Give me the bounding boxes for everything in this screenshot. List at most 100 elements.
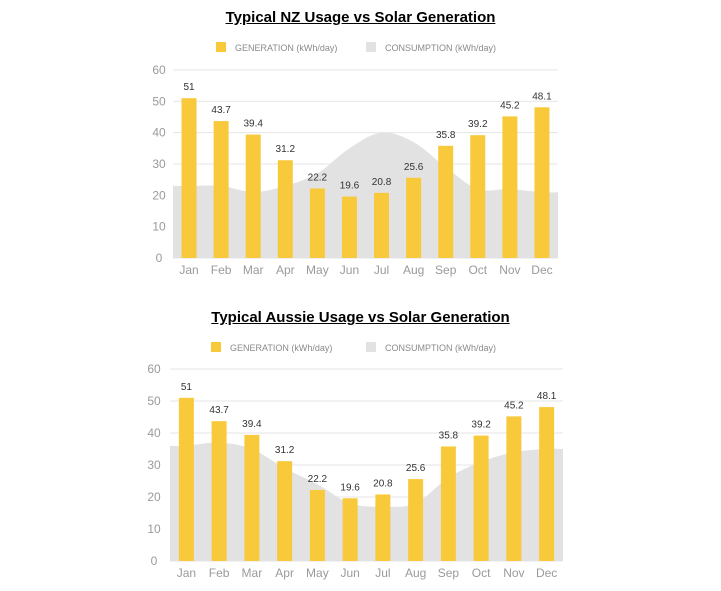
bar-jan [178, 397, 194, 561]
value-label: 31.2 [275, 445, 295, 456]
value-label: 35.8 [436, 130, 456, 141]
value-label: 51 [183, 82, 195, 93]
value-label: 25.6 [404, 162, 424, 173]
value-label: 31.2 [276, 144, 296, 155]
value-label: 20.8 [373, 478, 393, 489]
value-label: 25.6 [406, 463, 426, 474]
generation-bars [181, 98, 550, 258]
value-label: 35.8 [439, 430, 459, 441]
x-tick-label: May [306, 263, 329, 277]
y-tick-label: 0 [151, 554, 158, 568]
value-label: 51 [181, 382, 193, 393]
y-tick-label: 0 [156, 251, 163, 265]
legend: GENERATION (kWh/day) CONSUMPTION (kWh/day… [211, 342, 496, 353]
y-tick-label: 40 [152, 126, 166, 140]
x-tick-label: Mar [242, 566, 263, 580]
x-tick-label: Jun [340, 263, 359, 277]
y-tick-label: 20 [147, 490, 161, 504]
x-tick-label: Sep [435, 263, 457, 277]
consumption-area [173, 132, 558, 258]
legend-swatch-consumption [366, 342, 376, 352]
bar-dec [534, 107, 550, 258]
value-labels: 51 43.7 39.4 31.2 22.2 19.6 20.8 25.6 35.8 39.2 45… [181, 382, 557, 493]
y-tick-label: 10 [152, 220, 166, 234]
bar-oct [473, 435, 489, 561]
bar-mar [244, 434, 260, 561]
y-tick-label: 50 [152, 94, 166, 108]
x-tick-label: Jan [177, 566, 196, 580]
y-tick-label: 50 [147, 394, 161, 408]
y-axis: 0 10 20 30 40 50 60 [147, 362, 161, 568]
x-tick-label: Apr [275, 566, 294, 580]
legend-label-generation: GENERATION (kWh/day) [230, 343, 332, 353]
value-label: 39.2 [468, 119, 488, 130]
chart-title-aussie: Typical Aussie Usage vs Solar Generation [211, 309, 510, 326]
chart-title-nz: Typical NZ Usage vs Solar Generation [225, 9, 496, 26]
bar-sep [438, 145, 454, 258]
x-tick-label: Apr [276, 263, 295, 277]
value-label: 39.2 [471, 420, 491, 431]
bar-sep [440, 446, 456, 561]
x-axis: Jan Feb Mar Apr May Jun Jul Aug Sep Oct Nov Dec [179, 263, 552, 277]
consumption-area [170, 442, 563, 561]
y-axis: 0 10 20 30 40 50 60 [152, 63, 166, 265]
value-label: 39.4 [242, 419, 262, 430]
legend-swatch-consumption [366, 42, 376, 52]
legend-label-consumption: CONSUMPTION (kWh/day) [385, 43, 496, 53]
bar-jul [375, 494, 391, 561]
y-tick-label: 10 [147, 522, 161, 536]
value-label: 43.7 [209, 405, 229, 416]
x-tick-label: Oct [472, 566, 491, 580]
value-label: 22.2 [308, 172, 328, 183]
generation-bars [178, 397, 555, 561]
x-tick-label: Jul [374, 263, 389, 277]
value-label: 43.7 [211, 105, 231, 116]
value-label: 19.6 [340, 181, 360, 192]
x-tick-label: Jul [375, 566, 390, 580]
x-tick-label: Nov [503, 566, 524, 580]
x-tick-label: Feb [209, 566, 230, 580]
value-label: 48.1 [532, 91, 552, 102]
chart-nz: GENERATION (kWh/day) CONSUMPTION (kWh/day… [152, 42, 558, 277]
bar-feb [213, 121, 229, 258]
value-label: 19.6 [340, 482, 360, 493]
legend-swatch-generation [211, 342, 221, 352]
x-tick-label: Dec [536, 566, 557, 580]
bar-may [309, 188, 325, 258]
y-tick-label: 30 [147, 458, 161, 472]
y-tick-label: 60 [147, 362, 161, 376]
legend-label-generation: GENERATION (kWh/day) [235, 43, 337, 53]
value-label: 48.1 [537, 391, 557, 402]
y-tick-label: 40 [147, 426, 161, 440]
bar-oct [470, 135, 486, 258]
bar-apr [277, 160, 293, 258]
x-tick-label: May [306, 566, 329, 580]
bar-feb [211, 421, 227, 561]
value-label: 22.2 [308, 474, 328, 485]
bar-jul [374, 192, 390, 258]
value-label: 45.2 [504, 400, 524, 411]
bar-jun [342, 498, 358, 561]
value-label: 45.2 [500, 100, 520, 111]
value-labels: 51 43.7 39.4 31.2 22.2 19.6 20.8 25.6 35.8 39.2 45… [183, 82, 552, 191]
bar-aug [408, 479, 424, 561]
bar-jun [341, 196, 357, 258]
value-label: 20.8 [372, 177, 392, 188]
x-tick-label: Dec [531, 263, 552, 277]
legend-label-consumption: CONSUMPTION (kWh/day) [385, 343, 496, 353]
bar-jan [181, 98, 197, 258]
x-tick-label: Aug [403, 263, 424, 277]
x-tick-label: Oct [468, 263, 487, 277]
legend-swatch-generation [216, 42, 226, 52]
x-tick-label: Jun [340, 566, 359, 580]
x-tick-label: Sep [438, 566, 460, 580]
y-tick-label: 30 [152, 157, 166, 171]
bar-may [309, 489, 325, 561]
bar-aug [406, 177, 422, 258]
bar-nov [506, 416, 522, 561]
bar-dec [539, 407, 555, 561]
y-tick-label: 20 [152, 188, 166, 202]
bar-mar [245, 134, 261, 258]
x-tick-label: Feb [211, 263, 232, 277]
x-tick-label: Nov [499, 263, 520, 277]
